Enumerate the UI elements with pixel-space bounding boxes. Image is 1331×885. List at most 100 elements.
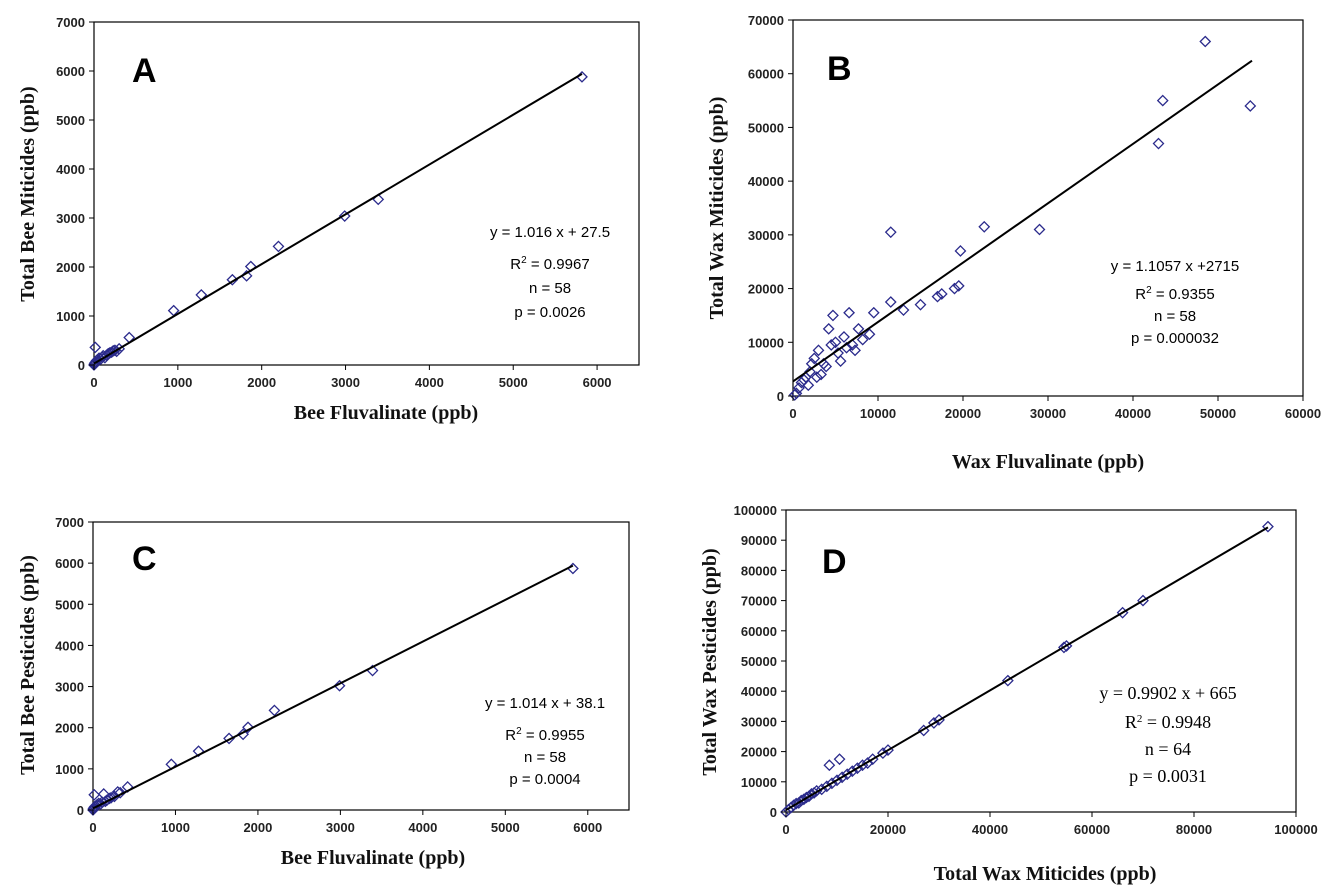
y-tick-label: 40000 [741, 684, 777, 699]
data-point [917, 724, 930, 737]
y-tick-label: 3000 [55, 680, 84, 695]
x-ticks-a: 0 1000 2000 3000 4000 5000 6000 [90, 365, 612, 390]
y-tick-label: 100000 [734, 503, 777, 518]
data-point [948, 282, 961, 295]
x-tick-label: 40000 [1115, 406, 1151, 421]
data-point [223, 732, 235, 745]
x-ticks-b: 0 10000 20000 30000 40000 50000 60000 [789, 396, 1321, 421]
y-tick-label: 80000 [741, 563, 777, 578]
r2-symbol-c: R [505, 727, 516, 744]
r2-d: R2 = 0.9948 [1125, 712, 1211, 732]
data-point [812, 344, 825, 357]
x-tick-label: 0 [90, 375, 97, 390]
data-point [914, 298, 927, 311]
data-point [843, 306, 856, 319]
panel-c: 0 1000 2000 3000 4000 5000 6000 0 1000 2000 3000 4… [17, 515, 630, 869]
y-axis-title-d: Total Wax Pesticides (ppb) [699, 548, 721, 775]
data-point [952, 279, 965, 292]
data-point [849, 344, 861, 357]
x-tick-label: 0 [789, 406, 796, 421]
fit-line-b [792, 59, 1253, 383]
data-point [861, 757, 874, 769]
r2-superscript-a: 2 [521, 255, 527, 266]
x-ticks-d: 0 20000 40000 60000 80000 100000 [782, 812, 1318, 837]
x-tick-label: 0 [782, 822, 789, 837]
data-point [89, 341, 102, 354]
equation-b: y = 1.1057 x +2715 [1111, 258, 1239, 275]
y-axis-title-c: Total Bee Pesticides (ppb) [17, 555, 39, 775]
x-tick-label: 100000 [1274, 822, 1317, 837]
data-point [820, 360, 833, 373]
y-tick-label: 30000 [748, 228, 784, 243]
y-tick-label: 20000 [748, 282, 784, 297]
data-point [815, 368, 827, 381]
r2-superscript-b: 2 [1146, 285, 1152, 296]
y-tick-label: 0 [770, 805, 777, 820]
y-tick-label: 7000 [56, 15, 85, 30]
data-point [272, 240, 285, 253]
panel-d: 0 20000 40000 60000 80000 100000 0 10000 20000 3… [699, 503, 1318, 885]
y-tick-label: 4000 [55, 638, 84, 653]
x-tick-label: 0 [89, 820, 96, 835]
fit-line-d [785, 526, 1269, 811]
x-axis-title-d: Total Wax Miticides (ppb) [934, 863, 1157, 885]
y-tick-label: 90000 [741, 533, 777, 548]
x-tick-label: 6000 [583, 375, 612, 390]
x-tick-label: 5000 [499, 375, 528, 390]
data-point [863, 328, 876, 341]
y-tick-label: 50000 [741, 654, 777, 669]
data-point [852, 322, 865, 335]
data-point [884, 226, 897, 239]
y-tick-label: 10000 [748, 335, 784, 350]
data-point [810, 371, 823, 384]
x-ticks-c: 0 1000 2000 3000 4000 5000 6000 [89, 810, 602, 835]
panel-label-d: D [822, 543, 847, 581]
data-point [856, 333, 869, 346]
data-point [268, 704, 281, 717]
r2-superscript-d: 2 [1137, 713, 1143, 725]
y-tick-label: 50000 [748, 120, 784, 135]
y-tick-label: 10000 [741, 775, 777, 790]
data-point [1262, 520, 1274, 533]
data-point [333, 679, 346, 692]
r2-value-d: = 0.9948 [1142, 712, 1211, 732]
data-point [1152, 137, 1165, 150]
x-tick-label: 2000 [243, 820, 272, 835]
data-point [1156, 94, 1169, 107]
y-tick-label: 0 [77, 803, 84, 818]
equation-d: y = 0.9902 x + 665 [1099, 683, 1236, 703]
y-tick-label: 70000 [748, 13, 784, 28]
x-tick-label: 20000 [945, 406, 981, 421]
data-point [237, 728, 249, 741]
x-tick-label: 20000 [870, 822, 906, 837]
y-tick-label: 2000 [55, 721, 84, 736]
r2-value-a: = 0.9967 [527, 256, 590, 273]
panel-label-c: C [132, 540, 157, 578]
y-ticks-c: 0 1000 2000 3000 4000 5000 6000 7000 [55, 515, 93, 818]
data-point [88, 788, 101, 801]
plot-frame-a [93, 21, 640, 366]
n-value-b: n = 58 [1154, 308, 1196, 325]
r2-c: R2 = 0.9955 [505, 726, 584, 744]
y-axis-title-a: Total Bee Miticides (ppb) [17, 86, 39, 301]
fit-line-a [93, 73, 583, 365]
r2-b: R2 = 0.9355 [1135, 285, 1214, 303]
x-tick-label: 3000 [326, 820, 355, 835]
x-tick-label: 1000 [163, 375, 192, 390]
r2-value-c: = 0.9955 [522, 727, 585, 744]
data-point [825, 339, 838, 351]
x-tick-label: 2000 [247, 375, 276, 390]
p-value-d: p = 0.0031 [1129, 766, 1207, 786]
r2-symbol-b: R [1135, 286, 1146, 303]
data-point [1244, 100, 1257, 112]
panel-a: 0 1000 2000 3000 4000 5000 6000 0 1000 2000 3000 4… [17, 15, 640, 424]
data-point [808, 352, 821, 365]
x-tick-label: 60000 [1074, 822, 1110, 837]
data-point [829, 336, 842, 349]
data-point [802, 379, 815, 392]
x-axis-title-c: Bee Fluvalinate (ppb) [281, 847, 465, 869]
y-ticks-d: 0 10000 20000 30000 40000 50000 60000 70000 8000… [734, 503, 786, 820]
x-tick-label: 10000 [860, 406, 896, 421]
x-tick-label: 80000 [1176, 822, 1212, 837]
